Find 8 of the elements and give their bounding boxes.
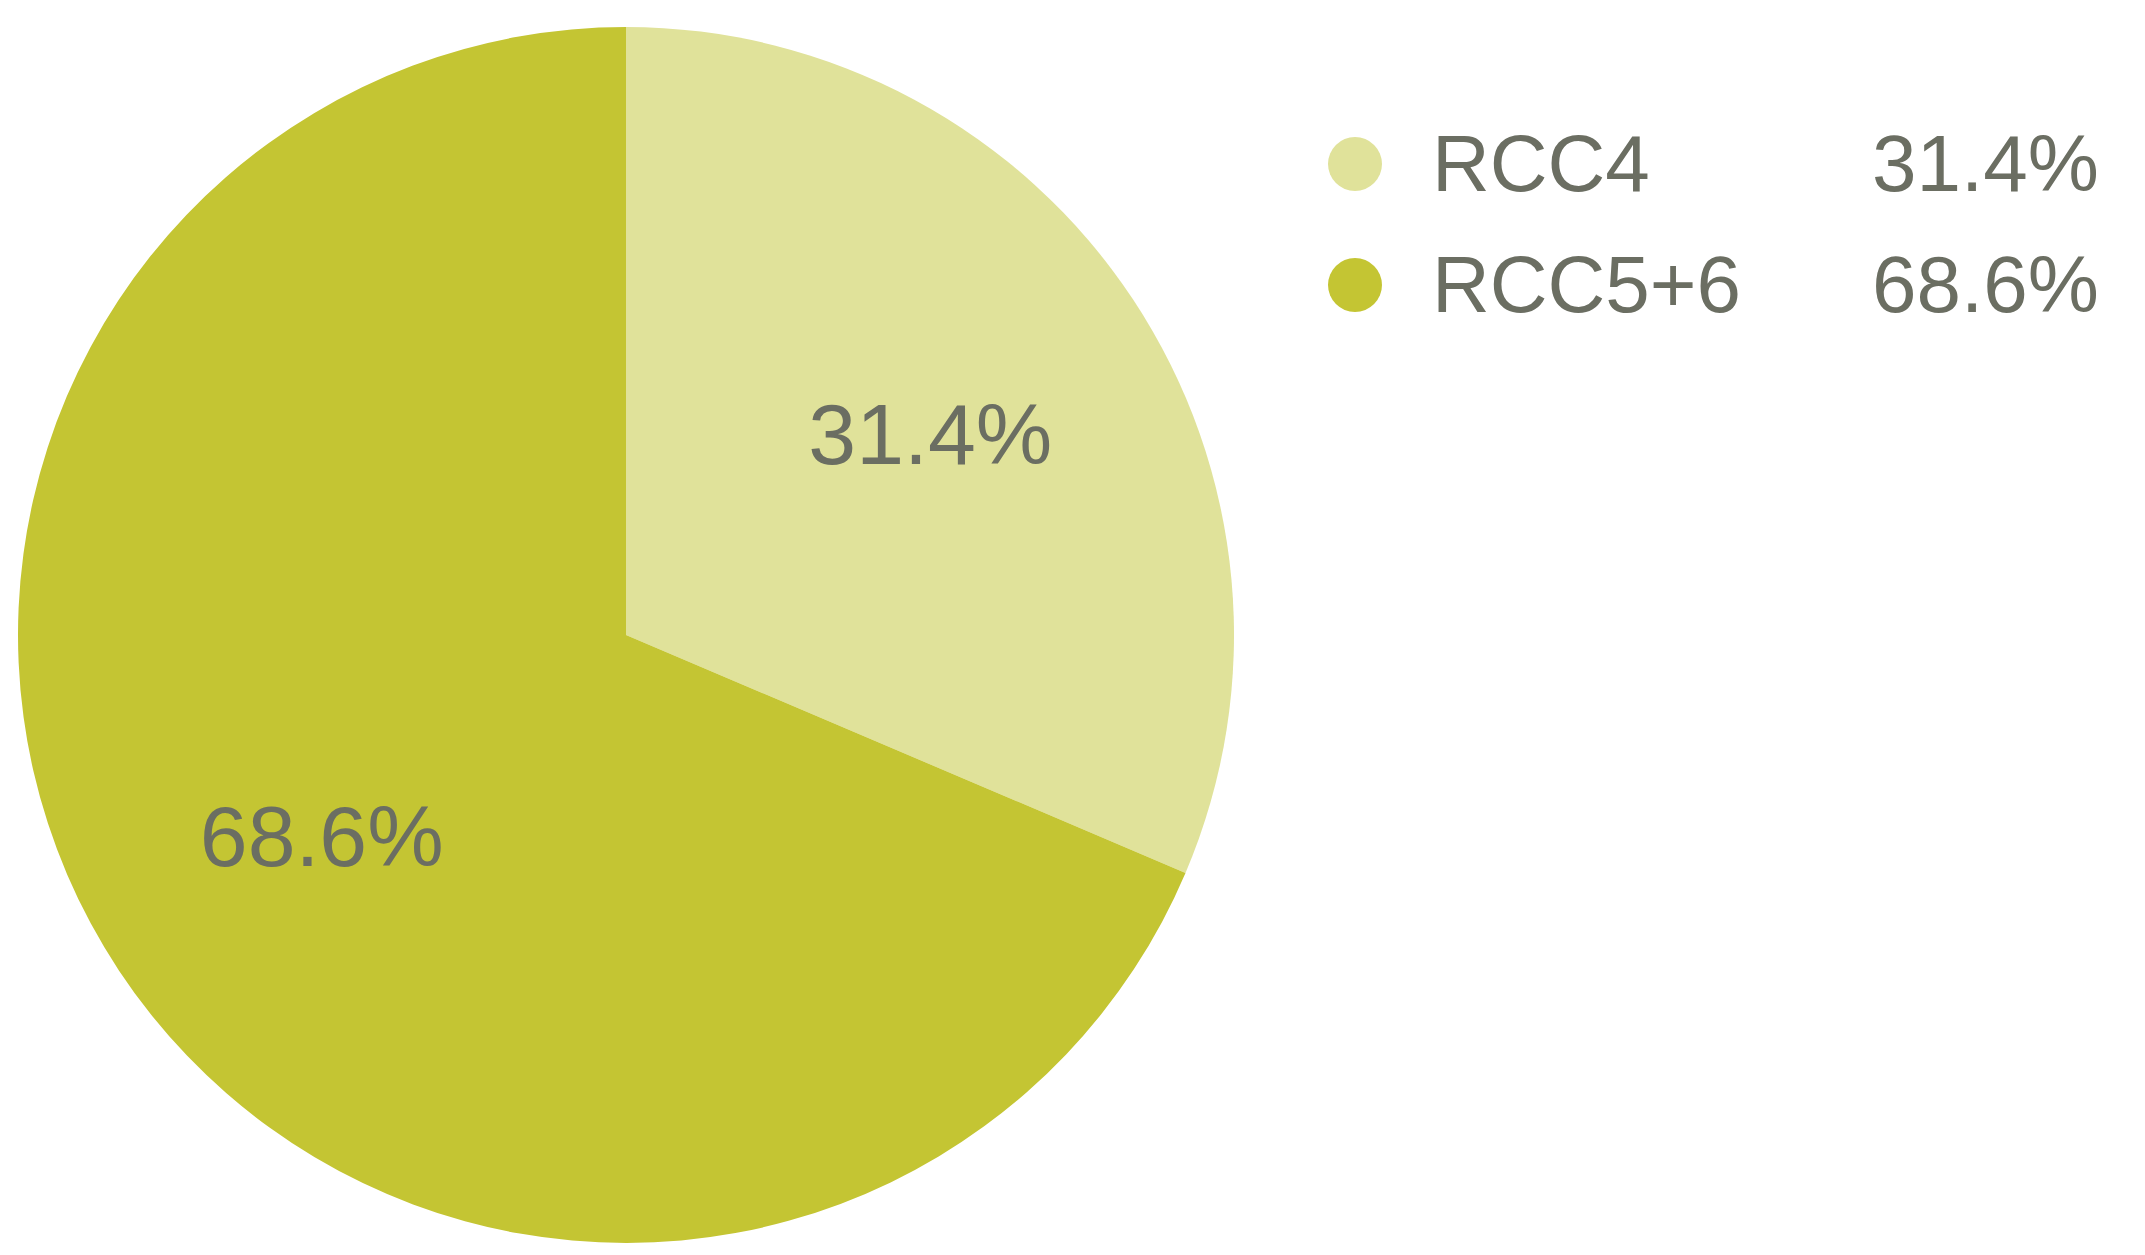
text: 31.4%	[1872, 118, 2099, 208]
data-label: 31.4%	[808, 385, 1053, 482]
data-label: 68.6%	[199, 788, 444, 885]
pie-slice	[626, 27, 1234, 873]
pie-slice	[18, 27, 1186, 1243]
text: 68.6%	[1872, 239, 2099, 329]
legend-label: RCC4	[1432, 117, 1651, 210]
legend-label: RCC5+6	[1432, 238, 1743, 331]
